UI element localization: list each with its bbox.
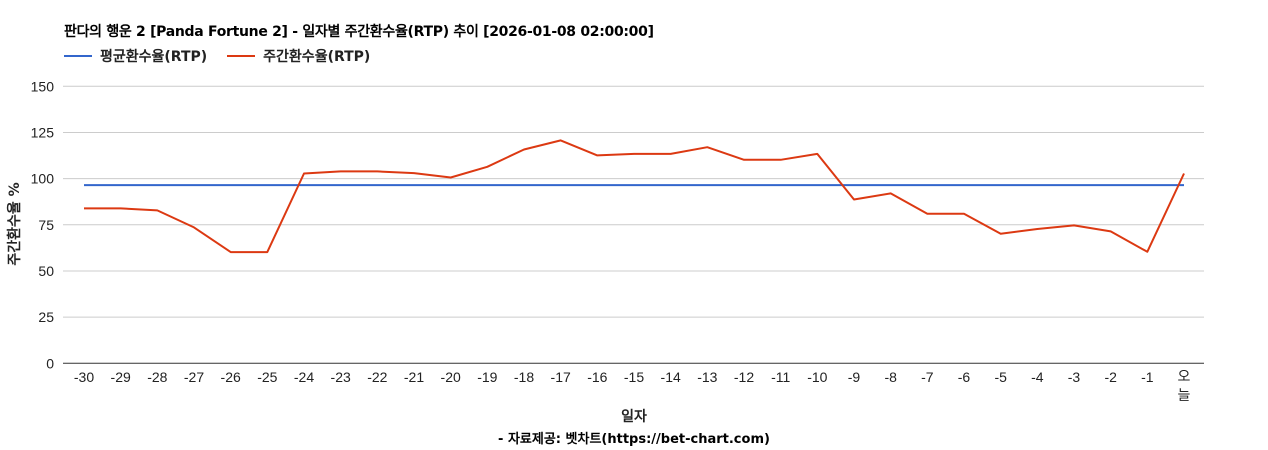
x-tick-label: 오 (1178, 368, 1191, 384)
legend-label-average: 평균환수율(RTP) (100, 49, 208, 65)
x-tick-label: -22 (367, 369, 387, 385)
x-tick-label: -6 (958, 369, 971, 385)
y-tick-label: 0 (46, 355, 54, 371)
y-tick-label: 75 (38, 217, 54, 233)
chart-title: 판다의 행운 2 [Panda Fortune 2] - 일자별 주간환수율(R… (64, 24, 654, 40)
x-tick-label: -12 (734, 369, 754, 385)
y-tick-label: 125 (31, 124, 55, 140)
x-tick-label: -3 (1068, 369, 1081, 385)
x-tick-label: -16 (587, 369, 607, 385)
x-tick-label: -29 (111, 369, 131, 385)
x-tick-label: -23 (331, 369, 351, 385)
x-tick-label: -30 (74, 369, 94, 385)
x-tick-label: -20 (441, 369, 461, 385)
chart-legend: 평균환수율(RTP) 주간환수율(RTP) (64, 46, 390, 66)
x-tick-label: -19 (477, 369, 497, 385)
x-tick-label: -14 (661, 369, 681, 385)
x-tick-label: -21 (404, 369, 424, 385)
legend-item-average[interactable]: 평균환수율(RTP) (64, 46, 207, 66)
x-tick-label: -25 (257, 369, 277, 385)
x-axis-title: 일자 (621, 409, 647, 425)
x-tick-label: -11 (771, 369, 790, 385)
x-tick-label: -27 (184, 369, 204, 385)
x-tick-label: -1 (1141, 369, 1154, 385)
x-tick-label: -7 (921, 369, 934, 385)
legend-swatch-weekly (227, 55, 256, 57)
y-tick-label: 50 (38, 263, 54, 279)
series-lines (84, 139, 1185, 254)
legend-label-weekly: 주간환수율(RTP) (263, 49, 371, 65)
y-tick-label: 100 (31, 171, 55, 187)
x-tick-label: -17 (551, 369, 571, 385)
data-source-credit: - 자료제공: 벳차트(https://bet-chart.com) (498, 432, 770, 447)
series-line-weekly[interactable] (84, 139, 1185, 254)
x-tick-label: -18 (514, 369, 534, 385)
y-axis-title: 주간환수율 % (7, 182, 23, 266)
legend-swatch-average (64, 55, 92, 57)
x-tick-label: -28 (147, 369, 167, 385)
x-tick-label: -8 (884, 369, 897, 385)
x-tick-label: -10 (807, 369, 827, 385)
x-tick-label: -2 (1104, 369, 1117, 385)
y-tick-label: 150 (31, 78, 55, 94)
x-tick-label: 늘 (1178, 387, 1191, 403)
x-tick-label: -4 (1031, 369, 1044, 385)
x-tick-label: -5 (994, 369, 1007, 385)
x-tick-label: -26 (221, 369, 241, 385)
y-tick-label: 25 (38, 309, 54, 325)
gridlines (63, 85, 1204, 364)
y-axis-ticks: 0 25 50 75 100 125 150 (31, 78, 55, 371)
x-axis-ticks: -30 -29 -28 -27 -26 -25 -24 -23 -22 -21 -20 -19 -18 -… (74, 368, 1191, 403)
x-tick-label: -9 (848, 369, 861, 385)
x-tick-label: -24 (294, 369, 314, 385)
x-tick-label: -13 (697, 369, 717, 385)
legend-item-weekly[interactable]: 주간환수율(RTP) (227, 46, 370, 66)
x-tick-label: -15 (624, 369, 644, 385)
